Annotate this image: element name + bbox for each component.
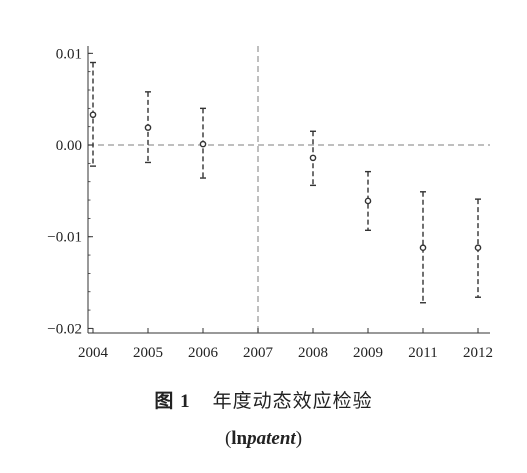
paren-close: ) xyxy=(295,428,303,449)
data-points xyxy=(89,111,482,252)
paren-open: ( xyxy=(224,428,232,449)
point-estimate xyxy=(199,140,207,148)
y-tick-label: 0.01 xyxy=(56,46,82,62)
figure-number: 图 1 xyxy=(154,391,191,412)
y-tick-label: −0.01 xyxy=(47,230,82,246)
figure-caption: 图 1 年度动态效应检验 xyxy=(0,386,527,413)
figure-title: 年度动态效应检验 xyxy=(212,390,373,412)
x-tick-label: 2007 xyxy=(243,345,274,361)
figure-variable: (lnpatent) xyxy=(0,428,527,450)
y-tick-label: −0.02 xyxy=(47,321,82,337)
point-estimate xyxy=(419,244,427,252)
x-tick-label: 2012 xyxy=(463,345,493,361)
x-tick-label: 2009 xyxy=(353,345,383,361)
x-tick-label: 2008 xyxy=(298,345,328,361)
x-tick-label: 2006 xyxy=(188,345,219,361)
point-estimate xyxy=(89,111,97,119)
event-study-chart: 0.010.00−0.01−0.02 2004 2005 2006 2007 2008 2… xyxy=(47,46,493,361)
x-tick-label: 2005 xyxy=(133,345,163,361)
x-tick-label: 2004 xyxy=(78,345,109,361)
x-tick-label: 2011 xyxy=(408,345,437,361)
y-tick-label: 0.00 xyxy=(56,138,82,154)
point-estimate xyxy=(309,154,317,162)
x-axis-ticks: 2004 2005 2006 2007 2008 2009 2011 2012 xyxy=(78,328,493,361)
y-axis-ticks: 0.01 0.00 −0.01 −0.02 xyxy=(47,46,93,337)
point-estimate xyxy=(144,124,152,131)
axes xyxy=(87,46,490,334)
error-bars xyxy=(90,61,481,304)
reference-lines xyxy=(88,46,490,333)
point-estimate xyxy=(364,197,372,205)
point-estimate xyxy=(474,244,482,252)
variable-name: patent xyxy=(247,428,296,449)
variable-ln: ln xyxy=(231,428,248,449)
